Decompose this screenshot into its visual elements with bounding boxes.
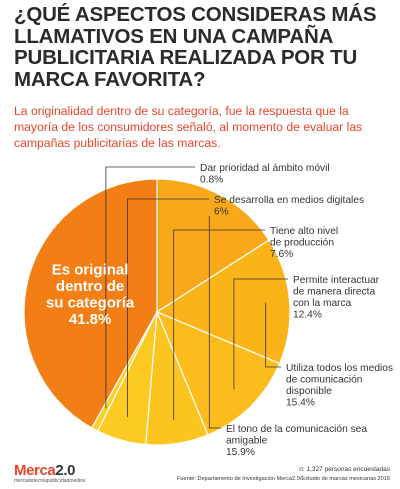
leader-line xyxy=(105,166,195,409)
pie-slice xyxy=(156,178,270,314)
pie-slice xyxy=(90,311,158,432)
slice-category-label: de manera directa xyxy=(293,287,375,298)
slice-value-label: 15.4% xyxy=(286,398,315,409)
logo-tagline: mercadotecniapublicidadmedios xyxy=(14,478,86,484)
slice-category-label: amigable xyxy=(226,436,268,447)
leader-line xyxy=(127,198,209,417)
leader-line xyxy=(233,278,288,390)
leader-line xyxy=(208,216,221,429)
slice-category-label: Dar prioridad al ámbito móvil xyxy=(200,163,330,174)
slice-category-label: disponible xyxy=(286,386,332,397)
slice-category-label: Se desarrolla en medios digitales xyxy=(214,195,364,206)
slice-category-label: El tono de la comunicación sea xyxy=(226,424,367,435)
slice-value-label: 7.6% xyxy=(270,249,293,260)
page-subtitle: La originalidad dentro de su categoría, … xyxy=(14,104,363,150)
slice-category-label: Permite interactuar xyxy=(293,275,380,286)
slice-category-label: Tiene alto nivel xyxy=(270,226,338,237)
slice-category-label: Es original xyxy=(52,262,129,279)
slice-value-label: 41.8% xyxy=(69,311,112,328)
leader-line xyxy=(265,302,281,368)
logo-brand-a: Merca xyxy=(14,462,56,479)
pie-slice xyxy=(155,310,281,436)
slice-category-label: de comunicación xyxy=(286,375,362,386)
slice-value-label: 15.9% xyxy=(226,447,255,458)
slice-category-label: dentro de xyxy=(56,278,124,295)
slice-category-label: de producción xyxy=(270,238,334,249)
slice-category-label: Utiliza todos los medios xyxy=(286,363,393,374)
slice-category-label: su categoría xyxy=(46,295,135,312)
page-title: ¿QUÉ ASPECTOS CONSIDERAS MÁS LLAMATIVOS … xyxy=(14,3,377,91)
pie-slice xyxy=(155,239,291,365)
footnote-source: Fuente: Departamento de Investigación Me… xyxy=(177,476,390,482)
leader-line xyxy=(173,229,265,420)
footnote-sample: n: 1,327 personas encuestadas xyxy=(299,466,390,473)
slice-value-label: 6% xyxy=(214,207,229,218)
slice-category-label: con la marca xyxy=(293,298,352,309)
logo-brand-b: 2.0 xyxy=(55,462,76,479)
slice-value-label: 12.4% xyxy=(293,310,322,321)
pie-slice xyxy=(23,178,158,429)
slice-value-label: 0.8% xyxy=(200,175,223,186)
merca20-logo: Merca2.0 mercadotecniapublicidadmedios xyxy=(14,463,104,485)
